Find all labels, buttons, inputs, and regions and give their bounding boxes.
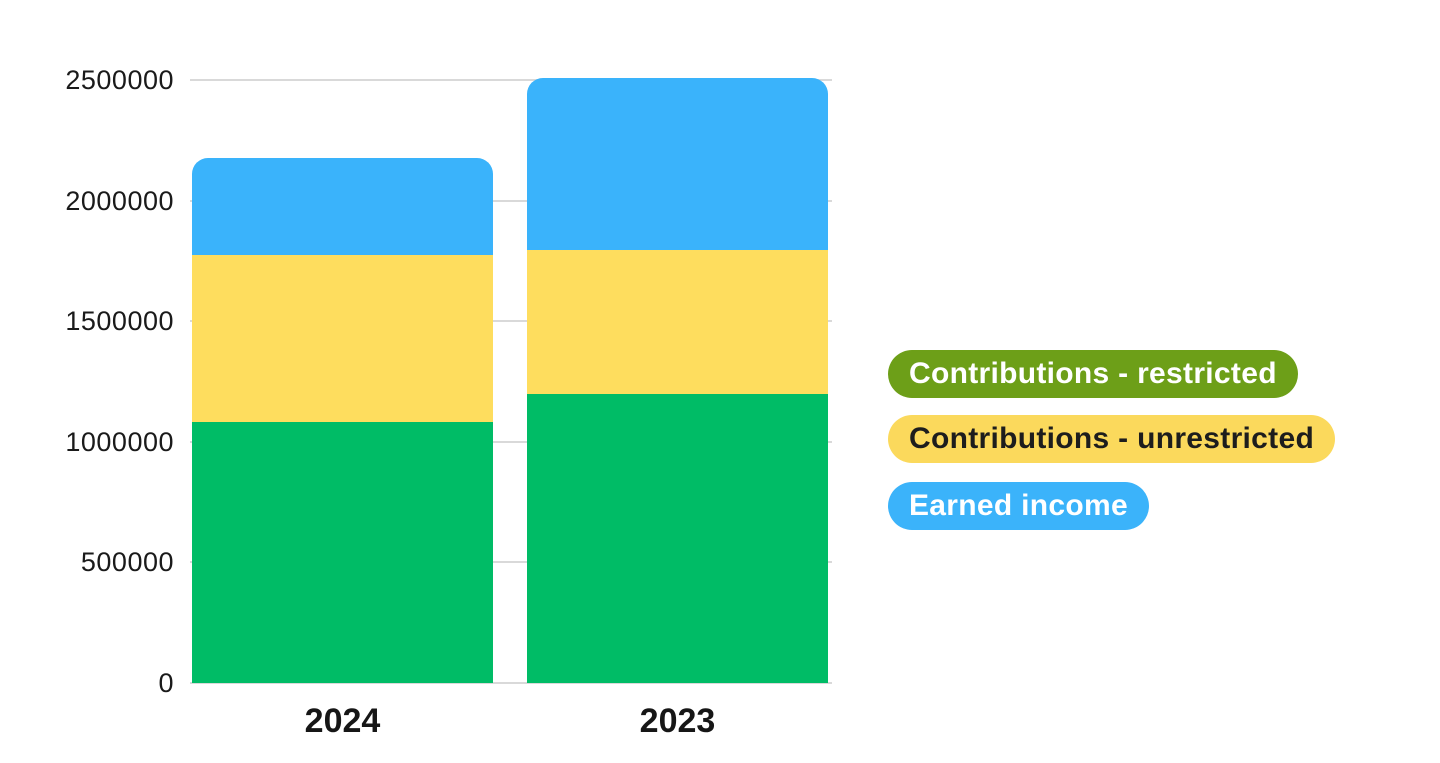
y-tick-label: 500000	[80, 547, 174, 578]
y-tick-label: 2000000	[65, 185, 174, 216]
x-axis-label-2024: 2024	[304, 702, 381, 740]
bar-segment-contributions-unrestricted	[527, 250, 828, 394]
bar-segment-contributions-unrestricted	[192, 254, 493, 423]
gridline	[190, 199, 832, 202]
gridline	[190, 440, 832, 443]
gridline	[190, 561, 832, 564]
bar-segment-earned-income	[192, 158, 493, 255]
y-tick-label: 2500000	[65, 65, 174, 95]
bar-2024	[192, 158, 493, 683]
bar-segment-contributions-restricted	[527, 393, 828, 683]
gridline	[190, 79, 832, 81]
bar-2023	[527, 77, 828, 683]
legend-pill-contributions-unrestricted: Contributions - unrestricted	[888, 415, 1336, 463]
bar-segment-contributions-restricted	[192, 422, 493, 683]
legend-pill-earned-income: Earned income	[888, 482, 1149, 530]
gridline	[190, 320, 832, 323]
bar-segment-earned-income	[527, 77, 828, 251]
legend-pill-contributions-restricted: Contributions - restricted	[888, 350, 1298, 398]
y-tick-label: 1000000	[65, 426, 174, 457]
y-tick-label: 0	[158, 668, 174, 698]
gridline	[190, 682, 832, 684]
x-axis-label-2023: 2023	[639, 702, 716, 740]
y-tick-label: 1500000	[65, 306, 174, 337]
